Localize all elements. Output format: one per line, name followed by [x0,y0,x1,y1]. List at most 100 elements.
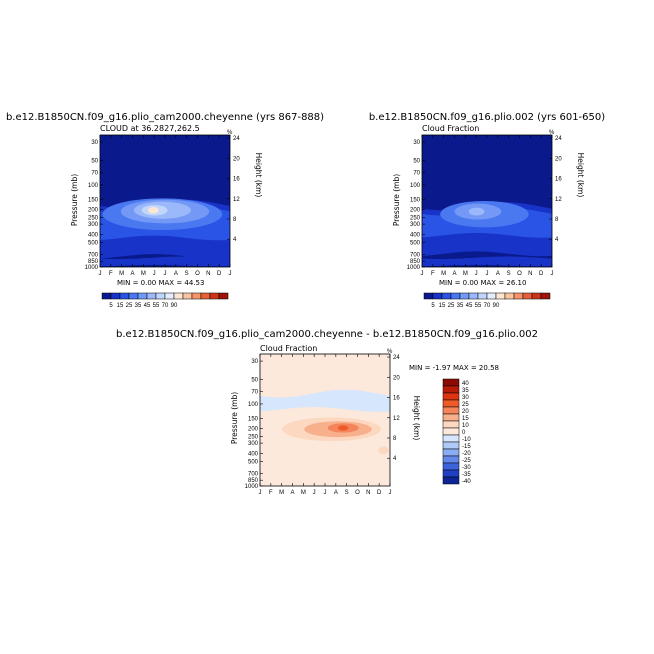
p2-colorbar-cell [432,292,443,300]
p3-ytick-label: 700 [248,471,259,477]
p3-colorbar-label: 0 [462,430,466,436]
p1-ytick-right-label: 24 [233,136,240,142]
p2-ytick-right-label: 8 [555,217,559,223]
panel-2-subtitle: Cloud Fraction [422,124,479,133]
p3-colorbar-label: 40 [462,381,469,387]
p1-xtick-label: O [195,271,200,277]
p3-negative-band [260,389,390,412]
p1-colorbar-label: 35 [135,303,142,309]
p1-colorbar-cell [164,292,175,300]
p3-colorbar-label: -35 [462,472,471,478]
p2-ytick-right-label: 4 [555,237,559,243]
p3-xtick-label: J [259,490,262,496]
p3-xtick-label: N [366,490,370,496]
p3-xtick-label: J [389,490,392,496]
p1-xtick-label: S [185,271,189,277]
p1-ytick-right-label: 20 [233,156,240,162]
p1-ytick-right-label: 12 [233,197,240,203]
panel-1-subtitle: CLOUD at 36.2827,262.5 [100,124,200,133]
p3-ytick-label: 100 [248,402,259,408]
p3-colorbar-cell [442,385,460,394]
p1-colorbar-cell [146,292,157,300]
p2-colorbar-cell [441,292,452,300]
p1-colorbar-cell [110,292,121,300]
p3-ytick-label: 30 [251,359,258,365]
p1-xtick-label: J [99,271,102,277]
panel-1-colorbar: 5 15 25 35 45 55 70 90 [101,292,229,309]
p2-xtick-label: M [463,271,468,277]
panel-2-ylabel-right: Height (km) [576,153,585,198]
p1-colorbar-cell [191,292,202,300]
p2-colorbar-cell [513,292,524,300]
p3-colorbar-cell [442,406,460,415]
p1-top-right-mark: % [227,130,233,136]
p3-colorbar-cell [442,441,460,450]
p3-ytick-label: 50 [251,377,258,383]
p2-ytick-right-label: 24 [555,136,562,142]
p2-contour-band-bottom [422,256,552,267]
p3-ytick-label: 400 [248,451,259,457]
p1-colorbar-label: 70 [162,303,169,309]
p2-ytick-right-label: 20 [555,156,562,162]
p3-colorbar-label: 10 [462,423,469,429]
p1-ytick-label: 850 [88,259,99,265]
p2-colorbar-cell [531,292,542,300]
p3-colorbar-label: 15 [462,416,469,422]
p2-colorbar-label: 5 [431,303,435,309]
p1-xtick-label: A [130,271,134,277]
p2-ytick-label: 700 [410,252,421,258]
p2-xtick-label: J [421,271,424,277]
p3-positive-peak [338,425,349,431]
p1-ytick-label: 30 [91,140,98,146]
p1-ytick-right-label: 4 [233,237,237,243]
p3-xtick-label: O [355,490,360,496]
p2-contour-peak [468,207,485,216]
p3-colorbar-cell [442,413,460,422]
p2-ytick-label: 50 [413,158,420,164]
p1-ytick-label: 100 [88,183,99,189]
p3-colorbar-cell [442,448,460,457]
p2-top-right-mark: % [549,130,555,136]
panel-3-stats: MIN = -1.97 MAX = 20.58 [409,364,499,372]
p3-positive-cell [378,446,389,455]
p2-colorbar-label: 70 [484,303,491,309]
p2-colorbar-cell [495,292,506,300]
p2-xtick-label: J [486,271,489,277]
p3-colorbar-label: -10 [462,437,471,443]
p1-xtick-label: D [217,271,222,277]
p3-ytick-label: 70 [251,389,258,395]
p2-xtick-label: F [431,271,435,277]
p2-xtick-label: J [475,271,478,277]
panel-3-subtitle: Cloud Fraction [260,344,317,353]
p3-ytick-right-label: 16 [393,396,400,402]
p3-colorbar-cell [442,392,460,401]
p2-ytick-label: 300 [410,222,421,228]
p1-contour-band-bottom [100,256,230,267]
p2-colorbar-label: 35 [457,303,464,309]
p3-colorbar-cell [442,399,460,408]
p2-colorbar-cell [504,292,515,300]
p2-colorbar-cell [459,292,470,300]
p2-ytick-right-label: 16 [555,177,562,183]
p1-colorbar-label: 25 [126,303,133,309]
panel-1-plot-area: J F M A M J J A S O N D J305070100150200250300400500… [85,130,241,277]
p2-xtick-label: M [441,271,446,277]
p1-ytick-label: 150 [88,197,99,203]
p1-colorbar-cell [173,292,184,300]
p3-colorbar-cell [442,427,460,436]
p2-xtick-label: D [539,271,544,277]
p1-colorbar-cell [182,292,193,300]
panel-1-title: b.e12.B1850CN.f09_g16.plio_cam2000.cheye… [6,112,324,123]
p1-xtick-label: F [109,271,113,277]
p1-colorbar-label: 15 [117,303,124,309]
panel-2: b.e12.B1850CN.f09_g16.plio.002 (yrs 601-… [369,112,605,309]
p3-colorbar-label: -30 [462,465,471,471]
p1-ytick-label: 1000 [85,265,99,271]
p3-xtick-label: J [324,490,327,496]
panel-3-ylabel-right: Height (km) [412,396,421,441]
p1-colorbar-cell [101,292,112,300]
p1-ytick-label: 700 [88,252,99,258]
p3-colorbar-label: -15 [462,444,471,450]
